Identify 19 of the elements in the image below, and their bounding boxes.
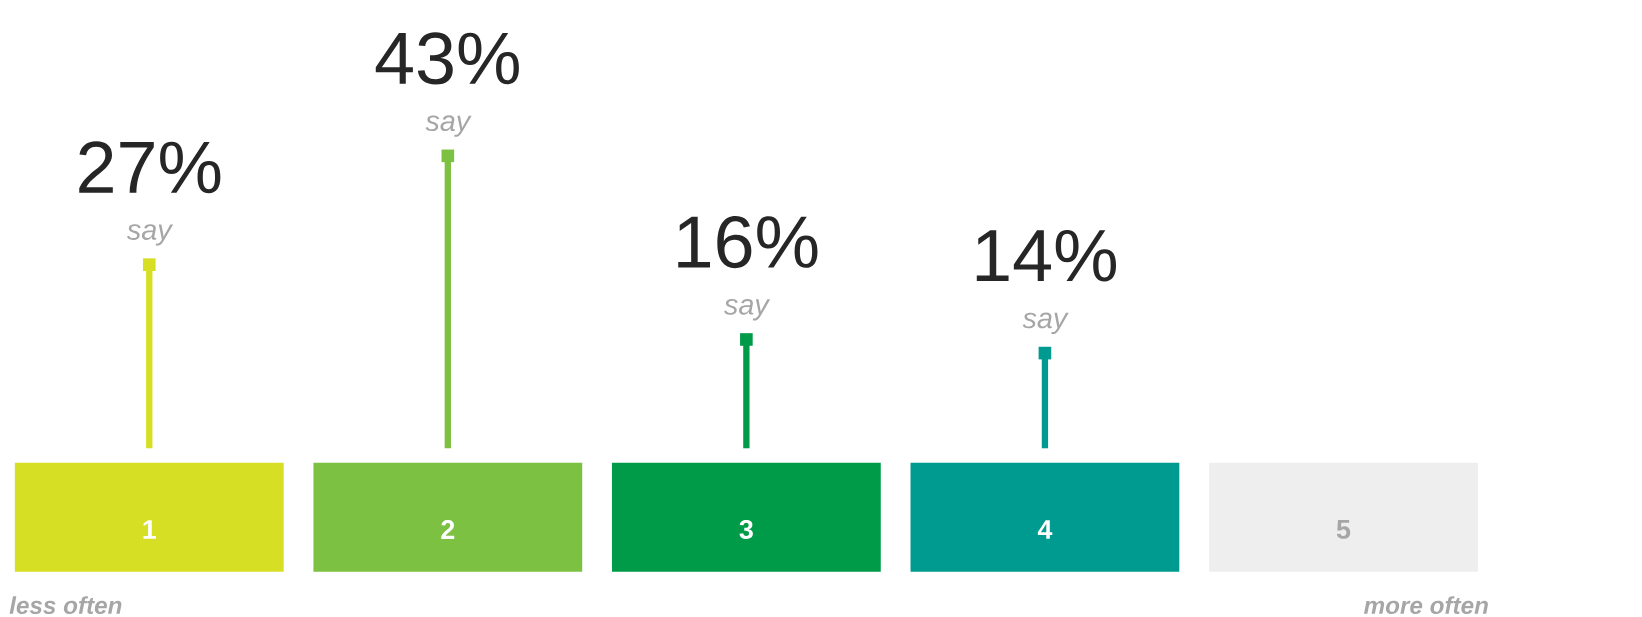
data-label: 43%: [375, 32, 519, 85]
annotation: say: [126, 224, 174, 246]
annotation: say: [1022, 312, 1069, 335]
data-label: 16%: [678, 216, 818, 269]
point: [740, 333, 753, 346]
text: more often: [1364, 596, 1488, 615]
x-tick-label: 2: [441, 520, 455, 539]
point: [1038, 346, 1052, 360]
x-tick-label: 5: [1336, 520, 1351, 539]
x-tick-label: 3: [739, 519, 753, 540]
point: [441, 149, 455, 163]
x-tick-label: 4: [1037, 520, 1053, 539]
text: say: [425, 115, 472, 137]
data-label: 14%: [976, 229, 1116, 282]
text: less often: [9, 596, 122, 615]
data-label: 27%: [79, 141, 221, 194]
annotation: say: [724, 299, 771, 321]
point: [142, 258, 156, 271]
x-tick-label: 1: [143, 520, 157, 539]
